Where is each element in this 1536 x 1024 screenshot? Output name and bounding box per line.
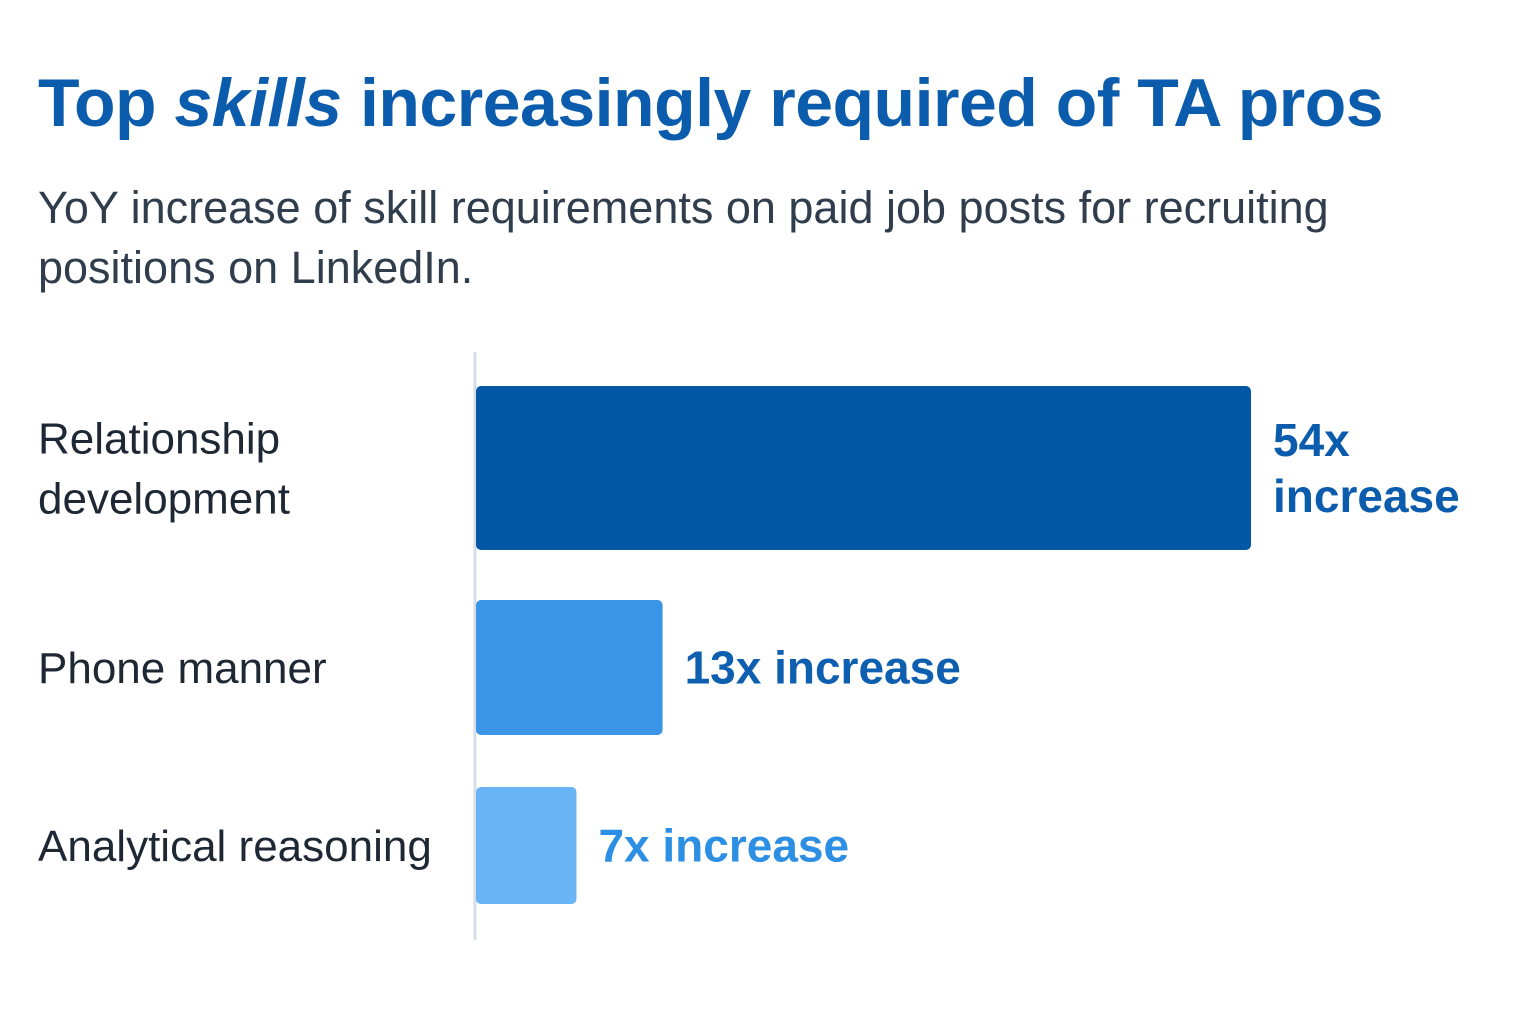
value-label-line: increase	[1273, 470, 1460, 522]
category-label-line: Analytical reasoning	[38, 822, 432, 871]
category-label-line: Phone manner	[38, 644, 327, 693]
value-label-line: 54x	[1273, 414, 1350, 466]
title-emphasis: skills	[174, 65, 342, 141]
category-label-1: Relationship development	[38, 414, 290, 523]
bar-1	[476, 386, 1251, 550]
category-label-3: Analytical reasoning	[38, 822, 432, 871]
category-label-line: development	[38, 474, 290, 523]
bar-2	[476, 600, 663, 735]
value-label-2: 13x increase	[685, 642, 961, 694]
bar-3	[476, 787, 577, 904]
value-label-line: 13x increase	[685, 642, 961, 694]
category-label-2: Phone manner	[38, 644, 327, 693]
value-label-line: 7x increase	[598, 820, 849, 872]
value-label-3: 7x increase	[598, 820, 849, 872]
title-text-start: Top	[38, 65, 175, 141]
category-label-line: Relationship	[38, 414, 280, 463]
chart-subtitle: YoY increase of skill requirements on pa…	[38, 182, 1329, 293]
value-label-1: 54x increase	[1273, 414, 1460, 522]
chart-title: Top skills increasingly required of TA p…	[38, 65, 1384, 141]
bar-chart: Relationship development 54x increase Phone …	[38, 352, 1460, 940]
title-text-end: increasingly required of TA pros	[341, 65, 1384, 141]
